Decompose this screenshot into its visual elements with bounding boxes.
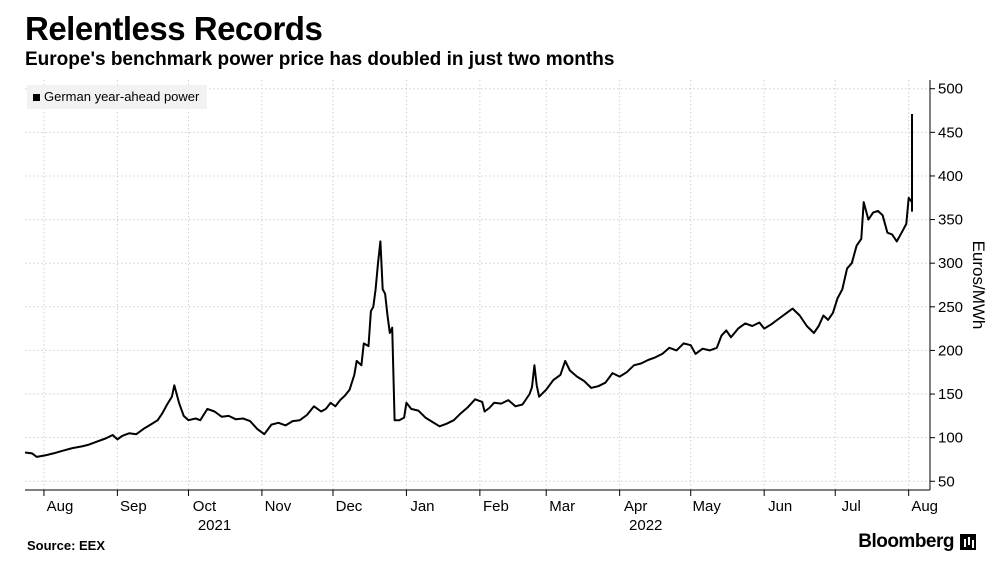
x-tick-label: Apr	[624, 498, 647, 515]
chart-subtitle: Europe's benchmark power price has doubl…	[25, 49, 615, 70]
x-year-label: 2022	[629, 517, 662, 534]
y-tick-label: 400	[938, 168, 963, 185]
source-note: Source: EEX	[27, 538, 106, 553]
legend: German year-ahead power	[27, 85, 208, 109]
x-tick-label: Mar	[549, 498, 575, 515]
y-tick-label: 350	[938, 212, 963, 229]
series-line-german-year-ahead-power	[24, 114, 913, 458]
x-tick-label: May	[693, 498, 722, 515]
x-tick-label: Aug	[911, 498, 938, 515]
x-tick-label: Jul	[842, 498, 861, 515]
y-tick-label: 50	[938, 473, 955, 490]
x-tick-label: Oct	[193, 498, 217, 515]
y-tick-label: 500	[938, 81, 963, 98]
y-tick-label: 150	[938, 386, 963, 403]
y-axis-title: Euros/MWh	[969, 241, 988, 330]
y-tick-label: 450	[938, 124, 963, 141]
brand-logo: Bloomberg	[858, 531, 976, 553]
bloomberg-mark-icon	[960, 534, 976, 550]
y-tick-label: 250	[938, 299, 963, 316]
y-tick-label: 100	[938, 430, 963, 447]
x-axis: Aug Sep Oct Nov Dec Jan Feb Mar Apr May Jun Jul Aug 2…	[25, 489, 938, 534]
x-year-label: 2021	[198, 517, 231, 534]
x-tick-label: Nov	[265, 498, 292, 515]
x-tick-label: Dec	[336, 498, 363, 515]
legend-label: German year-ahead power	[44, 89, 200, 104]
x-tick-label: Jun	[768, 498, 792, 515]
y-axis: 50 100 150 200 250 300 350 400 450 500	[929, 80, 963, 490]
y-tick-label: 300	[938, 255, 963, 272]
x-tick-label: Sep	[120, 498, 147, 515]
x-tick-label: Jan	[410, 498, 434, 515]
x-tick-label: Feb	[483, 498, 509, 515]
legend-swatch	[33, 93, 40, 101]
x-tick-label: Aug	[47, 498, 74, 515]
gridlines	[25, 80, 930, 490]
brand-name: Bloomberg	[858, 531, 954, 552]
chart-title: Relentless Records	[25, 10, 323, 47]
y-tick-label: 200	[938, 342, 963, 359]
